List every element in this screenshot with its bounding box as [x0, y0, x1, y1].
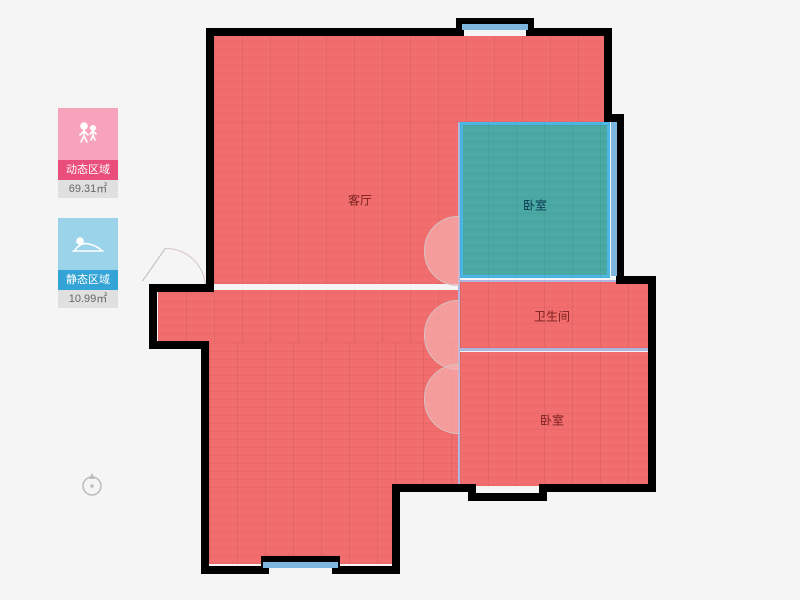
exterior-wall: [153, 22, 652, 570]
wall-overlay: [0, 0, 800, 600]
